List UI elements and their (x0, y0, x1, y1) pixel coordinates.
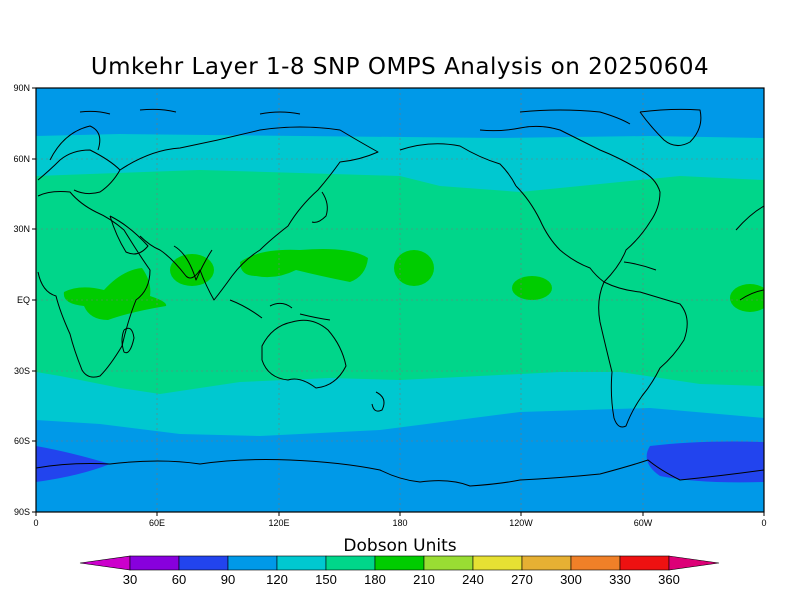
map-title: Umkehr Layer 1-8 SNP OMPS Analysis on 20… (90, 54, 710, 80)
colorbar-label: Dobson Units (343, 536, 457, 556)
x-tick-label: 120E (268, 518, 289, 528)
colorbar-swatch (472, 555, 523, 571)
coast-madagascar (121, 327, 135, 354)
y-tick-label: 90N (13, 83, 30, 93)
colorbar-swatch (227, 555, 278, 571)
colorbar-swatch (423, 555, 474, 571)
colorbar-tick-label: 60 (172, 572, 186, 587)
field-max-eastpacific (512, 276, 552, 300)
coast-asia (119, 126, 379, 301)
coast-scandinavia (49, 125, 101, 161)
colorbar-swatch (374, 555, 425, 571)
field-max-centralpacific (394, 250, 434, 286)
y-tick-label: 30N (13, 224, 30, 234)
colorbar-arrow-low (79, 555, 131, 571)
coast-arctic-islands (79, 108, 631, 125)
coast-europe-east (735, 205, 764, 301)
colorbar-tick-label: 270 (511, 572, 533, 587)
y-tick-label: 60N (13, 154, 30, 164)
x-tick-label: 60E (149, 518, 165, 528)
colorbar (79, 555, 720, 571)
field-max-atlantic (730, 284, 764, 312)
x-tick-label: 180 (392, 518, 407, 528)
colorbar-swatch (521, 555, 572, 571)
coast-caribbean (623, 261, 657, 271)
colorbar-tick-label: 240 (462, 572, 484, 587)
field-max-africa (63, 268, 167, 320)
ozone-field (36, 88, 764, 512)
colorbar-tick-label: 210 (413, 572, 435, 587)
coast-india (173, 245, 213, 281)
x-tick-marks (35, 512, 765, 516)
field-max-westpacific (240, 249, 368, 282)
colorbar-arrow-high (668, 555, 720, 571)
coast-antarctica (36, 459, 764, 487)
x-tick-label: 0 (33, 518, 38, 528)
coast-japan (311, 191, 328, 223)
map-gridlines (36, 88, 764, 512)
coast-greenland (639, 108, 702, 146)
y-tick-marks (32, 87, 36, 513)
coast-europe (37, 149, 121, 195)
field-low-antarctica-east (646, 441, 764, 483)
coast-newzealand (371, 391, 385, 412)
y-tick-label: 90S (14, 507, 30, 517)
colorbar-tick-label: 90 (221, 572, 235, 587)
coastlines (36, 108, 764, 487)
coast-arabia (109, 215, 149, 255)
coast-south-america (598, 281, 688, 428)
colorbar-swatch (129, 555, 180, 571)
y-tick-label: 60S (14, 436, 30, 446)
colorbar-tick-labels: 30 60 90 120 150 180 210 240 270 300 330 360 (123, 572, 680, 587)
colorbar-tick-label: 330 (609, 572, 631, 587)
colorbar-tick-label: 180 (364, 572, 386, 587)
x-tick-label: 60W (634, 518, 653, 528)
coast-north-america (479, 125, 661, 283)
x-tick-label: 0 (761, 518, 766, 528)
colorbar-swatch (570, 555, 621, 571)
coast-alaska (399, 143, 517, 187)
colorbar-swatch (178, 555, 229, 571)
coast-africa (37, 191, 151, 378)
coast-indonesia (229, 299, 331, 321)
colorbar-tick-label: 150 (315, 572, 337, 587)
colorbar-tick-label: 300 (560, 572, 582, 587)
colorbar-tick-label: 120 (266, 572, 288, 587)
colorbar-swatch (619, 555, 670, 571)
x-tick-label: 120W (509, 518, 533, 528)
field-band-tropics (36, 170, 764, 394)
colorbar-tick-label: 30 (123, 572, 137, 587)
y-tick-label: 30S (14, 366, 30, 376)
coast-australia (261, 319, 347, 389)
y-tick-label: EQ (17, 295, 30, 305)
colorbar-tick-label: 360 (658, 572, 680, 587)
colorbar-swatch (276, 555, 327, 571)
colorbar-swatch (325, 555, 376, 571)
